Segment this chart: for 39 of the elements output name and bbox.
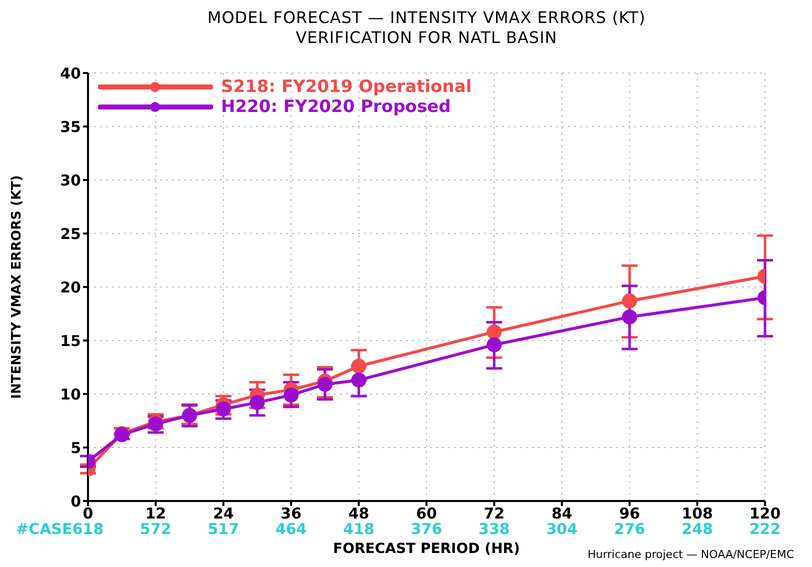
text: 517 bbox=[206, 520, 240, 538]
chart-subtitle: VERIFICATION FOR NATL BASIN bbox=[294, 28, 558, 48]
text: H220: FY2020 Proposed bbox=[221, 97, 451, 117]
x-tick-label: 12 bbox=[145, 504, 166, 523]
x-tick-label: 72 bbox=[484, 504, 505, 523]
text: 338 bbox=[478, 520, 511, 538]
text: Hurricane project — NOAA/NCEP/EMC bbox=[588, 548, 794, 561]
x-tick-label: 84 bbox=[551, 504, 572, 523]
text: 276 bbox=[612, 520, 646, 538]
y-tick-label: 5 bbox=[70, 438, 81, 457]
x-tick-label: 108 bbox=[682, 504, 713, 523]
x-tick-label: 36 bbox=[280, 504, 302, 523]
y-tick-label: 25 bbox=[60, 224, 81, 243]
y-axis-title: INTENSITY VMAX ERRORS (KT) bbox=[10, 175, 25, 399]
text: 222 bbox=[748, 520, 782, 538]
y-tick-label: 0 bbox=[70, 492, 81, 510]
text: 376 bbox=[410, 520, 444, 538]
text: 464 bbox=[274, 520, 308, 538]
x-tick-label: 60 bbox=[416, 504, 437, 523]
text: #CASE bbox=[16, 520, 72, 538]
y-tick-label: 10 bbox=[60, 385, 81, 404]
text: 418 bbox=[342, 520, 376, 538]
x-axis-title: FORECAST PERIOD (HR) bbox=[333, 541, 520, 557]
text: S218: FY2019 Operational bbox=[221, 77, 472, 97]
text: 248 bbox=[680, 520, 714, 538]
y-tick-label: 20 bbox=[60, 278, 81, 296]
x-tick-label: 24 bbox=[212, 504, 234, 523]
y-tick-label: 30 bbox=[60, 171, 81, 190]
x-tick-label: 0 bbox=[82, 504, 94, 523]
x-tick-label: 120 bbox=[749, 504, 781, 523]
text: 572 bbox=[139, 520, 172, 538]
x-tick-label: 48 bbox=[348, 504, 370, 523]
y-tick-label: 40 bbox=[60, 64, 81, 82]
y-tick-label: 15 bbox=[60, 332, 81, 350]
y-tick-label: 35 bbox=[60, 118, 81, 136]
chart-title: MODEL FORECAST — INTENSITY VMAX ERRORS (KT) bbox=[206, 8, 647, 28]
text: 304 bbox=[545, 520, 579, 538]
x-tick-label: 96 bbox=[619, 504, 640, 523]
text: 618 bbox=[72, 520, 104, 538]
